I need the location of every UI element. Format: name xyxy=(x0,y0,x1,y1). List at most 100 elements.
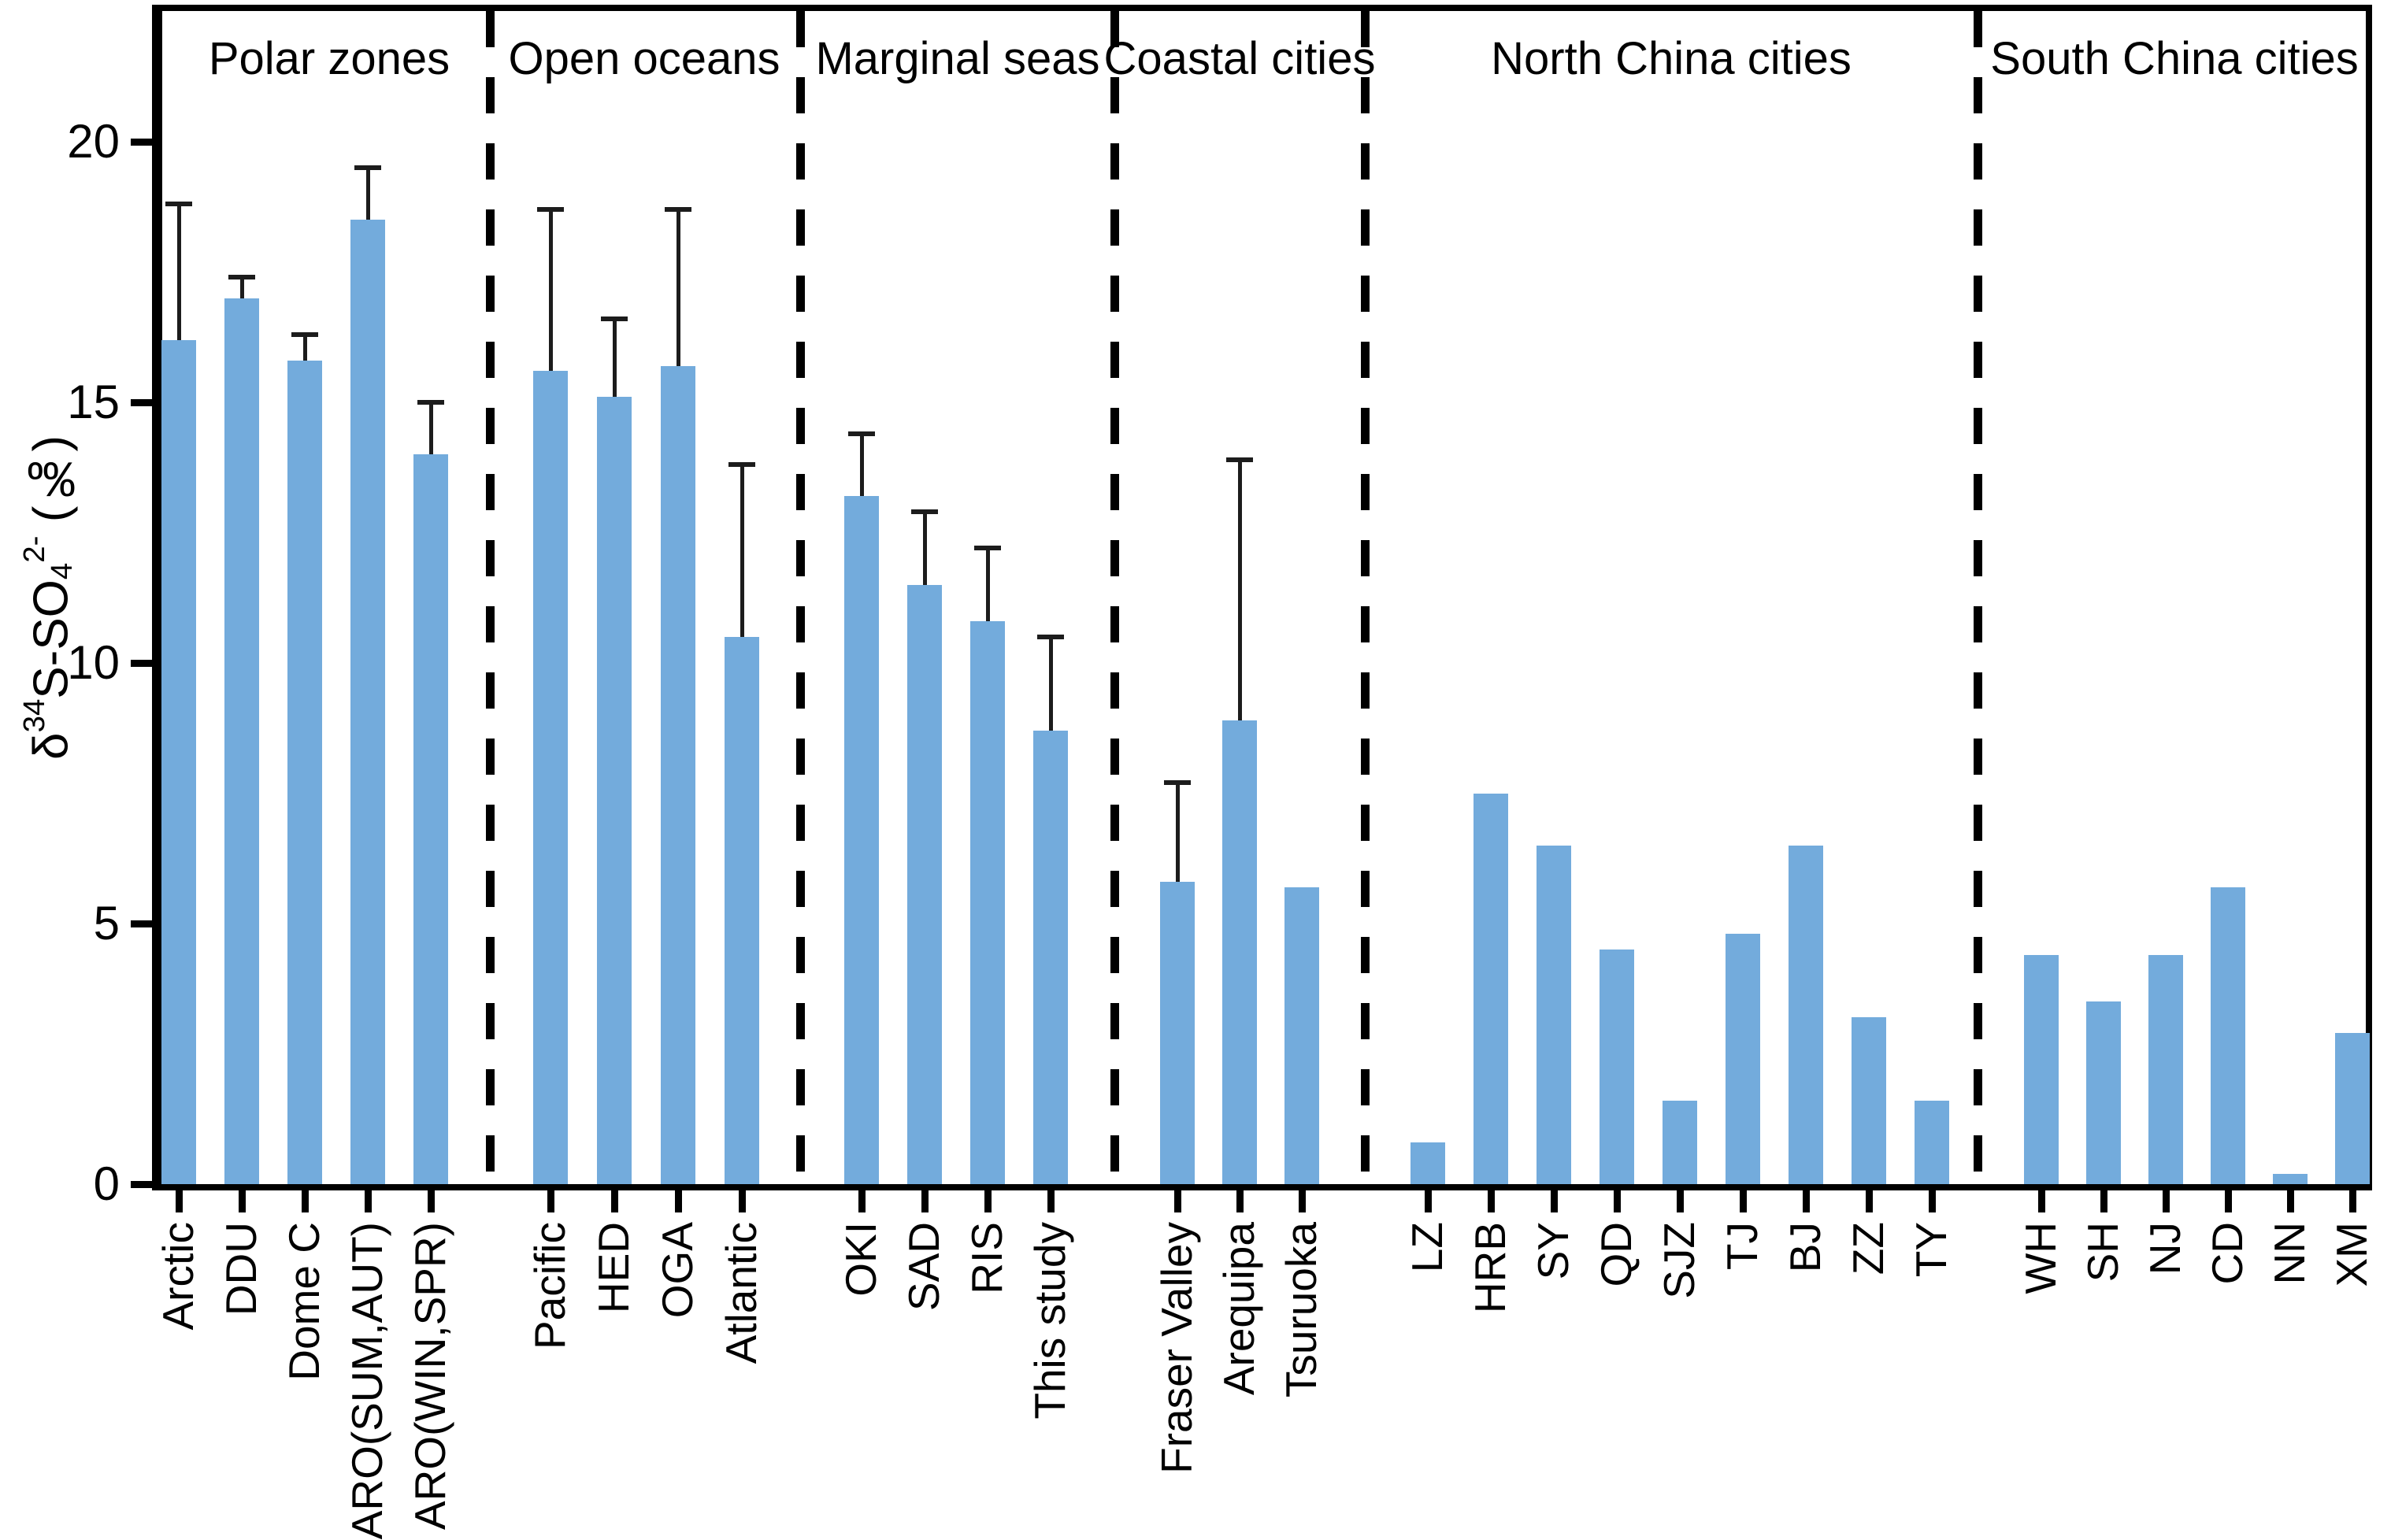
y-axis-tick-label: 5 xyxy=(93,897,120,950)
x-axis-category-label: Fraser Valley xyxy=(1152,1222,1201,1478)
bar xyxy=(2335,1033,2370,1184)
x-axis-category-label-text: ZZ xyxy=(1844,1222,1893,1275)
error-bar-cap xyxy=(911,509,938,515)
x-axis-category-label-text: This study xyxy=(1025,1222,1075,1420)
x-axis-category-label: Atlantic xyxy=(717,1222,766,1368)
error-bar-line xyxy=(549,209,553,372)
x-axis-category-label: HRB xyxy=(1466,1222,1515,1317)
x-axis-category-label: Dome C xyxy=(280,1222,329,1385)
x-axis-category-label: RIS xyxy=(962,1222,1012,1298)
x-axis-tick xyxy=(2225,1190,2232,1212)
x-axis-tick xyxy=(984,1190,992,1212)
bar xyxy=(533,371,568,1184)
x-axis-tick xyxy=(1929,1190,1936,1212)
bar xyxy=(161,339,196,1184)
error-bar-cap xyxy=(417,400,444,405)
x-axis-category-label: DDU xyxy=(217,1222,265,1320)
bar xyxy=(2024,954,2059,1184)
y-axis-spine xyxy=(152,5,162,1190)
bar xyxy=(1537,845,1571,1184)
error-bar-line xyxy=(1238,459,1242,720)
error-bar-line xyxy=(986,548,990,622)
group-title: South China cities xyxy=(1990,33,2359,84)
x-axis-tick xyxy=(2038,1190,2045,1212)
x-axis-category-label: OGA xyxy=(653,1222,702,1322)
bar xyxy=(287,361,322,1184)
x-axis-tick xyxy=(1236,1190,1244,1212)
bar xyxy=(661,365,695,1184)
x-axis-category-label-text: Atlantic xyxy=(717,1222,766,1364)
x-axis-category-label: Arequipa xyxy=(1214,1222,1263,1399)
error-bar-line xyxy=(177,204,181,340)
bar xyxy=(1726,934,1760,1184)
bar xyxy=(1222,720,1257,1184)
x-axis-category-label-text: NN xyxy=(2265,1222,2315,1285)
x-axis-category-label-text: HED xyxy=(589,1222,639,1314)
error-bar-line xyxy=(613,319,617,398)
x-axis-category-label-text: SY xyxy=(1529,1222,1578,1280)
group-divider-dashed-line xyxy=(1974,11,1982,1184)
x-axis-tick xyxy=(1174,1190,1181,1212)
bar xyxy=(1663,1101,1697,1184)
error-bar-cap xyxy=(165,202,192,207)
error-bar-cap xyxy=(228,275,255,280)
x-axis-category-label-text: OKI xyxy=(836,1222,886,1297)
x-axis-category-label-text: XM xyxy=(2327,1222,2377,1287)
bar xyxy=(844,496,879,1184)
x-axis-tick xyxy=(428,1190,435,1212)
x-axis-category-label-text: Dome C xyxy=(280,1222,329,1381)
group-title: North China cities xyxy=(1491,33,1852,84)
x-axis-tick xyxy=(1740,1190,1747,1212)
x-axis-tick xyxy=(1866,1190,1873,1212)
bar xyxy=(907,584,942,1184)
bar xyxy=(1033,731,1068,1184)
x-axis-tick xyxy=(1803,1190,1810,1212)
x-axis-category-label-text: HRB xyxy=(1466,1222,1515,1314)
x-axis-category-label: SJZ xyxy=(1655,1222,1703,1303)
x-axis-category-label-text: CD xyxy=(2203,1222,2252,1285)
y-axis-tick-label: 20 xyxy=(67,115,120,168)
y-axis-tick xyxy=(131,660,153,667)
error-bar-line xyxy=(1049,636,1053,731)
error-bar-cap xyxy=(728,462,755,468)
x-axis-category-label-text: TJ xyxy=(1718,1222,1767,1271)
x-axis-tick xyxy=(858,1190,866,1212)
error-bar-line xyxy=(740,465,744,637)
x-axis-tick xyxy=(239,1190,246,1212)
x-axis-category-label-text: BJ xyxy=(1781,1222,1830,1273)
error-bar-cap xyxy=(1037,634,1064,639)
x-axis-category-label: OKI xyxy=(836,1222,886,1301)
x-axis-category-label: SAD xyxy=(899,1222,949,1315)
x-axis-tick xyxy=(302,1190,309,1212)
bar xyxy=(1160,882,1195,1184)
x-axis-tick xyxy=(2163,1190,2170,1212)
x-axis-category-label: WH xyxy=(2016,1222,2065,1298)
x-axis-tick xyxy=(1614,1190,1621,1212)
x-axis-category-label: ZZ xyxy=(1844,1222,1893,1279)
error-bar-cap xyxy=(1164,780,1191,786)
error-bar-cap xyxy=(974,546,1001,551)
x-axis-category-label-text: Arctic xyxy=(154,1222,203,1331)
x-axis-tick xyxy=(611,1190,618,1212)
bar xyxy=(1474,793,1508,1184)
x-axis-tick xyxy=(1488,1190,1495,1212)
bar xyxy=(1915,1101,1949,1184)
x-axis-category-label: SY xyxy=(1529,1222,1578,1283)
x-axis-category-label-text: RIS xyxy=(962,1222,1012,1294)
x-axis-category-label-text: ARO(WIN,SPR) xyxy=(406,1222,455,1531)
group-divider-dashed-line xyxy=(796,11,805,1184)
error-bar-cap xyxy=(601,317,628,322)
x-axis-category-label: BJ xyxy=(1781,1222,1830,1276)
bar xyxy=(597,397,632,1184)
x-axis-category-label-text: SAD xyxy=(899,1222,949,1312)
y-axis-title: δ34S-SO42- (‰) xyxy=(5,11,93,1184)
x-axis-category-label: Tsuruoka xyxy=(1277,1222,1325,1401)
y-axis-tick xyxy=(131,1181,153,1188)
x-axis-category-label: TY xyxy=(1907,1222,1955,1281)
group-title: Polar zones xyxy=(208,33,450,84)
bar xyxy=(725,636,759,1184)
x-axis-category-label: Arctic xyxy=(154,1222,203,1335)
bar xyxy=(2211,887,2245,1184)
x-axis-tick xyxy=(2287,1190,2294,1212)
